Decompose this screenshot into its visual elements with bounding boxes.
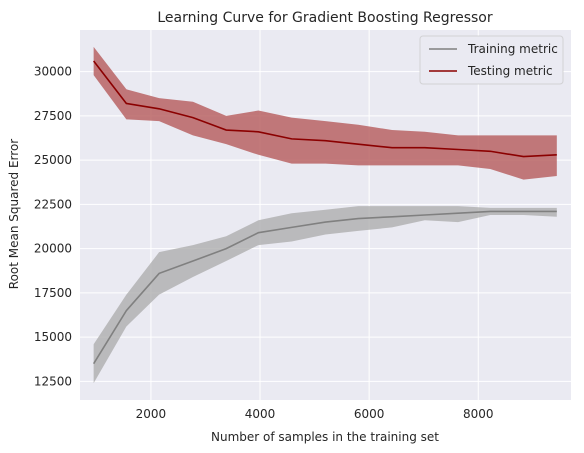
legend-box <box>419 35 564 85</box>
x-tick-label: 6000 <box>354 407 385 421</box>
x-axis-label: Number of samples in the training set <box>211 430 439 444</box>
y-tick-label: 27500 <box>34 109 72 123</box>
x-tick-label: 2000 <box>136 407 167 421</box>
y-tick-label: 12500 <box>34 374 72 388</box>
x-tick-label: 4000 <box>245 407 276 421</box>
x-axis-ticks: 2000 4000 6000 8000 <box>136 407 494 421</box>
confidence-bands <box>93 46 557 384</box>
y-axis-ticks: 12500 15000 17500 20000 22500 25000 27500 30000 <box>34 65 72 389</box>
training-line <box>92 210 557 365</box>
chart-title: Learning Curve for Gradient Boosting Reg… <box>157 10 492 26</box>
testing-band <box>93 46 557 180</box>
legend: Training metric Testing metric <box>419 35 564 85</box>
x-tick-label: 8000 <box>463 407 494 421</box>
legend-label-training: Training metric <box>467 42 558 56</box>
y-axis-label: Root Mean Squared Error <box>7 139 21 290</box>
y-tick-label: 30000 <box>34 65 72 79</box>
y-tick-label: 20000 <box>34 242 72 256</box>
y-tick-label: 22500 <box>34 197 72 211</box>
series-lines <box>92 60 557 365</box>
y-tick-label: 25000 <box>34 153 72 167</box>
testing-line <box>93 60 557 158</box>
training-band <box>93 206 557 384</box>
y-tick-label: 15000 <box>34 330 72 344</box>
legend-label-testing: Testing metric <box>467 64 553 78</box>
y-tick-label: 17500 <box>34 286 72 300</box>
